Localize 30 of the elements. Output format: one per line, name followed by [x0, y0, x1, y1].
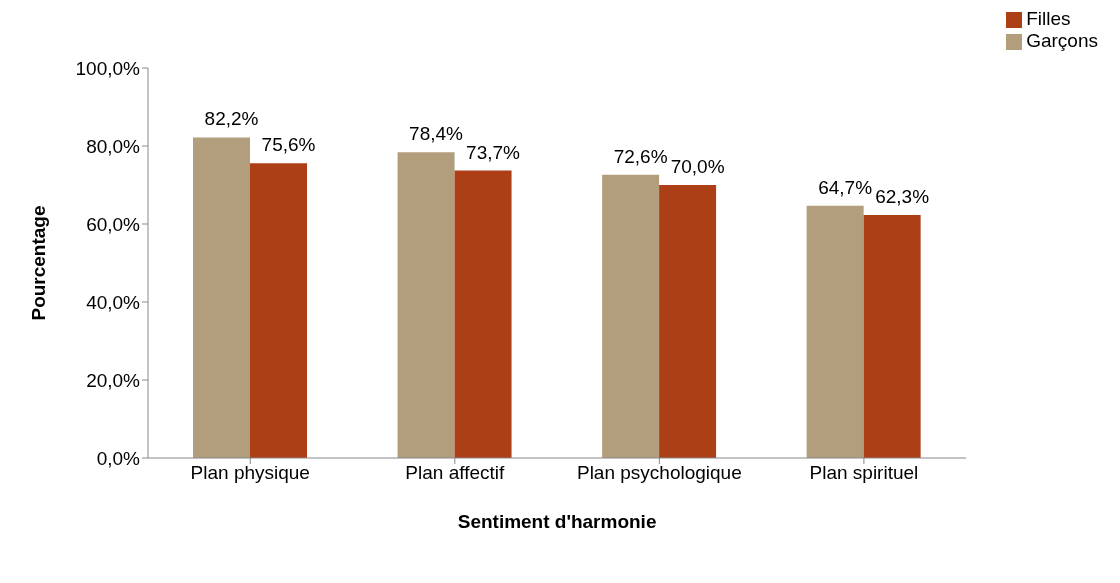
y-tick-label: 60,0%: [86, 213, 141, 235]
x-tick-label: Plan psychologique: [576, 462, 742, 484]
data-label: 62,3%: [875, 186, 930, 208]
data-label: 78,4%: [409, 123, 464, 145]
data-label: 64,7%: [818, 176, 873, 198]
data-label: 73,7%: [466, 141, 521, 163]
x-tick-label: Plan spirituel: [809, 462, 919, 484]
y-tick-label: 0,0%: [96, 447, 141, 469]
y-tick-label: 20,0%: [86, 369, 141, 391]
bar: [602, 174, 660, 458]
legend-label: Filles: [1026, 8, 1071, 29]
bar: [397, 152, 455, 458]
bar: [250, 163, 307, 458]
x-tick-label: Plan affectif: [405, 462, 506, 484]
bar: [659, 185, 717, 458]
legend-label: Garçons: [1026, 30, 1098, 51]
x-axis-title: Sentiment d'harmonie: [457, 511, 657, 532]
bar: [454, 170, 512, 458]
y-tick-label: 100,0%: [75, 57, 141, 79]
bar: [863, 215, 921, 458]
y-tick-label: 40,0%: [86, 291, 141, 313]
data-label: 70,0%: [670, 156, 725, 177]
x-tick-label: Plan physique: [190, 462, 310, 484]
bar: [806, 205, 864, 458]
y-axis-title: Pourcentage: [27, 205, 49, 321]
data-label: 82,2%: [204, 108, 259, 130]
y-tick-label: 80,0%: [86, 135, 141, 157]
data-label: 75,6%: [261, 134, 316, 156]
data-label: 72,6%: [613, 145, 668, 167]
bar: [193, 137, 250, 458]
